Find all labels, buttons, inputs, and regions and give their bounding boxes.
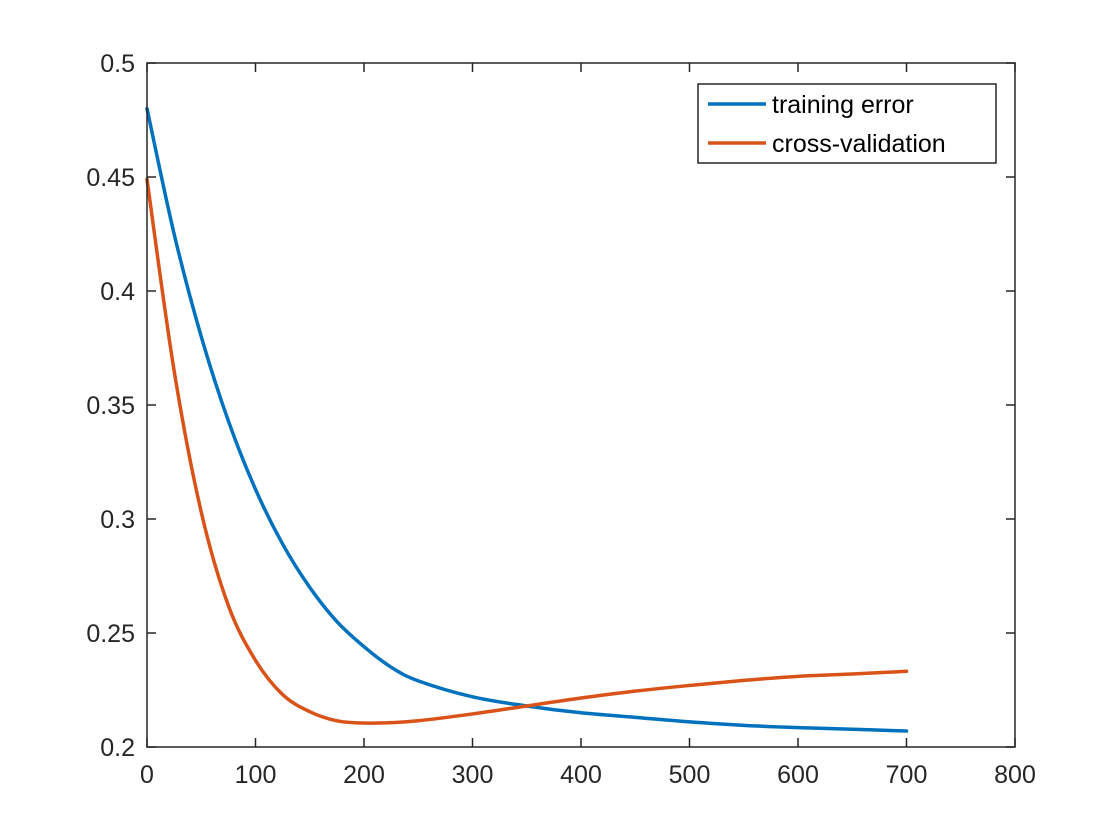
x-tick-label: 700 <box>886 761 928 789</box>
plot-lines <box>145 106 909 733</box>
y-tick-label: 0.45 <box>86 164 135 192</box>
legend-box <box>697 83 997 164</box>
legend: training error cross-validation <box>697 83 997 164</box>
legend-label-cross-validation: cross-validation <box>772 130 946 158</box>
x-tick-label: 600 <box>777 761 819 789</box>
x-tick-label: 300 <box>452 761 494 789</box>
x-tick-label: 200 <box>343 761 385 789</box>
y-tick-label: 0.5 <box>100 50 135 78</box>
y-tick-label: 0.3 <box>100 506 135 534</box>
series-line-cross-validation <box>145 177 909 725</box>
x-tick-label: 500 <box>669 761 711 789</box>
x-tick-label: 400 <box>560 761 602 789</box>
x-tick-label: 0 <box>140 761 154 789</box>
x-tick-label: 100 <box>235 761 277 789</box>
x-tick-label: 800 <box>994 761 1036 789</box>
y-tick-label: 0.2 <box>100 734 135 762</box>
legend-label-training-error: training error <box>772 91 914 119</box>
axes-box <box>146 62 1016 748</box>
y-tick-label: 0.25 <box>86 620 135 648</box>
axes-background <box>147 63 1015 747</box>
y-tick-label: 0.4 <box>100 278 135 306</box>
tick-labels: 0 100 200 300 400 500 600 700 800 0.2 0.25 0.3 0.35 0… <box>86 50 1036 789</box>
y-tick-label: 0.35 <box>86 392 135 420</box>
series-line-training-error <box>145 106 909 733</box>
